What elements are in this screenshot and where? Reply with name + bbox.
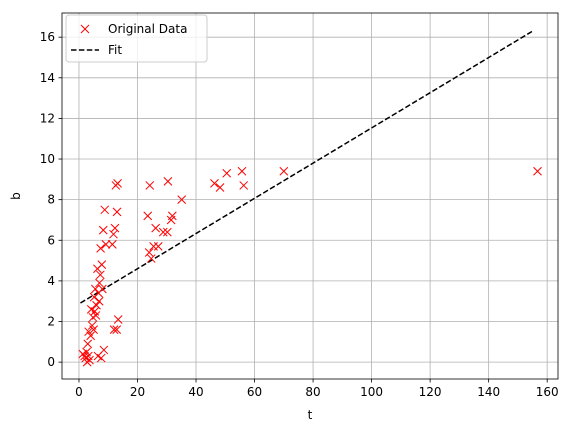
data-point: [162, 227, 172, 237]
x-tick-label: 160: [536, 385, 559, 399]
data-point: [94, 296, 104, 306]
legend-marker-original-data: [80, 24, 90, 34]
series-fit: [80, 29, 535, 304]
data-point: [98, 284, 107, 294]
data-point: [97, 260, 107, 270]
data-point: [95, 270, 105, 280]
data-point: [112, 325, 122, 334]
data-point: [533, 166, 542, 176]
data-point: [92, 300, 101, 310]
data-point: [151, 223, 160, 233]
y-tick-label: 16: [40, 30, 55, 44]
x-tick-label: 60: [247, 385, 262, 399]
data-point: [215, 183, 225, 192]
data-point: [100, 205, 110, 215]
y-tick-label: 4: [47, 274, 55, 288]
series-original-data: [78, 166, 542, 367]
x-tick-label: 0: [75, 385, 83, 399]
plot-frame: [61, 12, 559, 380]
data-point: [96, 353, 106, 363]
y-tick-label: 0: [47, 355, 55, 369]
data-point: [145, 181, 155, 190]
data-point: [109, 325, 119, 334]
data-point: [91, 311, 101, 320]
legend-label-original-data: Original Data: [108, 22, 187, 36]
data-point: [112, 207, 122, 217]
data-point: [163, 177, 173, 186]
data-point: [107, 239, 117, 249]
x-tick-label: 40: [188, 385, 203, 399]
data-point: [99, 345, 109, 355]
data-point: [153, 242, 163, 251]
data-point: [95, 278, 104, 288]
data-point: [101, 239, 111, 249]
data-point: [80, 351, 89, 361]
x-tick-label: 140: [477, 385, 500, 399]
y-tick-label: 12: [40, 111, 55, 125]
y-tick-label: 10: [40, 152, 55, 166]
legend-box: [65, 14, 208, 63]
grid: [62, 13, 558, 379]
data-point: [167, 211, 177, 221]
data-point: [210, 179, 219, 188]
data-point: [144, 248, 154, 257]
fit-line: [80, 29, 535, 304]
data-point: [158, 227, 168, 237]
data-point: [98, 225, 108, 235]
data-point: [89, 325, 98, 334]
x-tick-label: 80: [305, 385, 320, 399]
data-point: [113, 315, 123, 324]
plot-background: [62, 13, 558, 379]
data-point: [84, 327, 93, 337]
data-point: [239, 181, 249, 190]
data-point: [110, 223, 120, 233]
y-axis: 0 2 4 6 8 10 12 14 16: [40, 30, 62, 369]
y-tick-label: 8: [47, 193, 55, 207]
data-point: [83, 339, 93, 349]
x-tick-label: 120: [419, 385, 442, 399]
data-point: [279, 166, 289, 176]
data-point: [85, 355, 94, 365]
data-point: [146, 254, 156, 263]
data-point: [86, 331, 96, 341]
y-tick-label: 6: [47, 233, 55, 247]
data-point: [237, 166, 247, 176]
data-point: [143, 211, 153, 221]
x-axis-label: t: [308, 408, 313, 422]
x-tick-label: 100: [360, 385, 383, 399]
y-tick-label: 2: [47, 315, 55, 329]
x-axis: 0 20 40 60 80 100 120 140 160: [75, 379, 559, 399]
y-tick-label: 14: [40, 71, 55, 85]
legend: Original Data Fit: [65, 14, 208, 63]
data-point: [91, 284, 100, 294]
legend-label-fit: Fit: [108, 43, 122, 57]
y-axis-label: b: [9, 192, 23, 200]
data-point: [222, 168, 232, 178]
data-point: [177, 195, 187, 205]
x-tick-label: 20: [130, 385, 145, 399]
data-point: [113, 179, 122, 188]
data-point: [96, 244, 105, 253]
